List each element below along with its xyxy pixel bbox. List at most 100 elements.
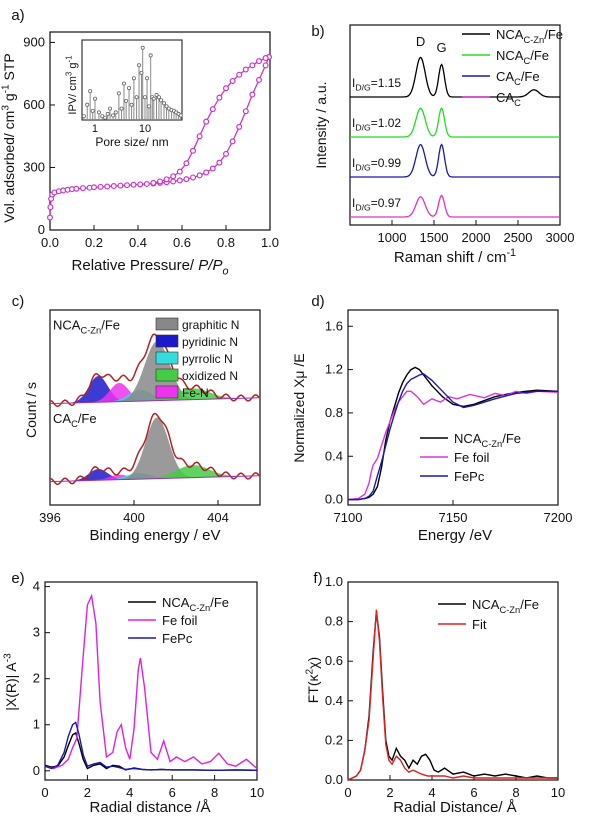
isotherm-point [176,168,183,175]
inset-point [113,110,118,115]
xanes-spectrum [348,373,558,501]
axes-b: 1000 1500 2000 2500 3000 b) Raman shift / cm-1… [311,23,574,266]
ratio-label: ID/G=0.99 [352,156,401,173]
x-tick-label: 10 [250,785,264,800]
raman-spectrum [350,56,560,98]
isotherm-point [117,182,124,189]
x-tick-label: 2000 [462,230,491,245]
panel-label: a) [11,7,24,24]
label-part: C [523,56,530,66]
inset-point [81,114,86,119]
label-part: IPV/ cm [67,76,79,115]
raman-spectrum [350,143,560,178]
y-tick-label: 0.8 [325,405,343,420]
xps-component-peak [50,382,260,404]
label-part: -1 [0,84,11,93]
legend-label: CAC [496,90,521,108]
x-axis-label: Binding energy / eV [90,527,221,544]
label-part: D/G [355,203,371,213]
label-part: /Fe [530,48,549,63]
exafs-spectrum [44,593,258,770]
xps-component-peak [50,417,260,482]
label-part: P [212,257,222,274]
label-part: NCA [472,597,500,612]
legend-label: pyridinic N [182,335,238,349]
inset-point [154,92,159,97]
x-tick-label: 2500 [504,230,533,245]
isotherm-point [236,71,243,78]
label-part: C-Zn [499,605,520,615]
label-part: 3 [0,105,11,111]
peak-label-g: G [436,40,446,55]
raman-spectrum [350,107,560,138]
panel-label: f) [313,570,322,587]
isotherm-point [209,165,216,172]
x-tick-label: 1.0 [261,235,279,250]
label-part: /Fe [78,411,97,426]
inset-point [129,102,134,107]
legend-label: Fit [472,617,487,632]
isotherm-point [143,180,150,187]
y-axis-label: Intensity / a.u. [313,81,329,168]
y-tick-label: 0.0 [325,772,343,787]
inset-point [161,101,166,106]
y-tick-label: 0.0 [325,492,343,507]
label-part: Vol. adsorbed/ cm [1,111,17,223]
label-part: o [222,266,228,278]
x-tick-label: 0.2 [85,235,103,250]
isotherm-point [229,138,236,145]
isotherm-point [183,176,190,183]
inset-point [146,104,151,109]
inset-point [164,104,169,109]
isotherm-point [73,185,80,192]
inset-point [108,106,113,111]
inset-point [90,108,95,113]
y-tick-label: 600 [23,97,45,112]
ratio-label: ID/G=0.97 [352,196,401,213]
label-part: / [207,257,214,274]
y-tick-label: 0.6 [325,653,343,668]
legend-swatch [155,368,179,382]
y-axis-label: FT(κ2χ) [304,657,321,703]
y-tick-label: 900 [23,34,45,49]
label-part: Fe foil [454,450,490,465]
x-axis-label: Energy /eV [418,527,492,544]
ratio-label: ID/G=1.15 [352,76,401,93]
axes-e: 0 2 4 6 8 10 0 1 2 3 4 e) Radial distance /Å |X(R)| A… [2,570,264,816]
x-tick-label: 4 [126,785,133,800]
label-part: Relative Pressure/ [72,257,199,274]
peak-label-d: D [416,34,425,49]
isotherm-point [249,91,256,98]
label-part: C-Zn [189,603,210,613]
y-tick-label: 3 [33,625,40,640]
isotherm-point [183,160,190,167]
label-part: |X(R)| A [3,662,19,711]
label-part: Fit [472,617,487,632]
inset-point [137,63,142,68]
x-tick-label: 3000 [546,230,575,245]
isotherm-point [137,181,144,188]
xps-component-peak [50,376,260,404]
inset-point [85,102,90,107]
panel-label: d) [311,293,324,310]
x-tick-label: 400 [123,510,145,525]
label-part: /Fe [502,431,521,446]
label-part: /Fe [544,27,563,42]
label-part: NCA [454,431,482,446]
inset-point [156,95,161,100]
isotherm-point [123,182,130,189]
legend-label: CAC/Fe [496,69,540,87]
y-tick-label: 1.0 [325,574,343,589]
xps-component-peak [50,341,260,404]
plot-frame [349,24,561,226]
legend-label: NCAC/Fe [496,48,549,66]
isotherm-point [170,178,177,185]
label-part: =0.97 [371,196,402,210]
label-part: 3 [65,71,74,76]
legend-swatch [155,385,179,399]
label-part: FT( [305,681,321,703]
label-part: I [352,76,355,90]
panel-label: b) [311,23,324,40]
x-axis-label: Raman shift / cm-1 [394,247,516,266]
